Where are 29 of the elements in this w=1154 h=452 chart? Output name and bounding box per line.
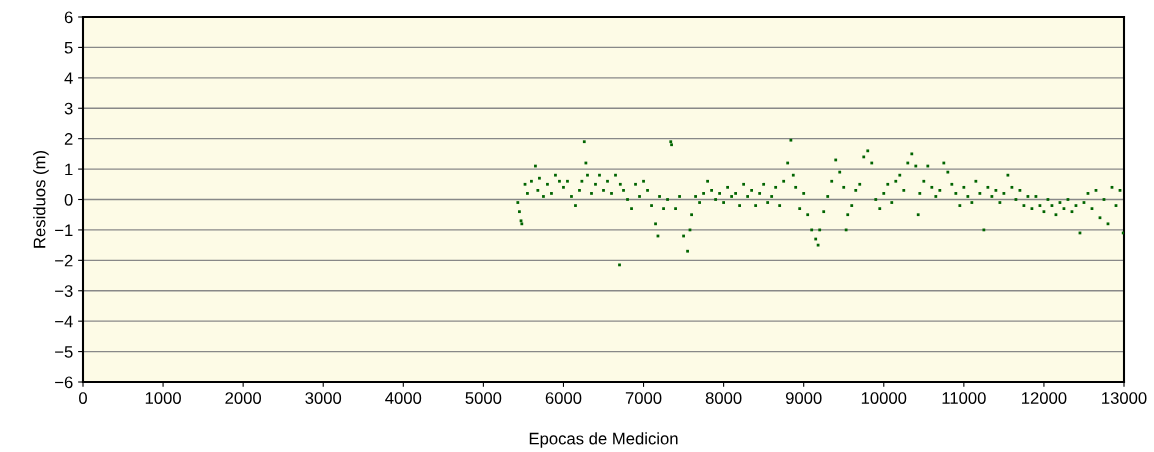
x-tick-label: 6000 <box>545 392 582 404</box>
x-tick-label: 7000 <box>625 392 662 404</box>
x-tick-label: 12000 <box>1022 392 1067 404</box>
x-tick-label: 13000 <box>1102 392 1147 404</box>
x-tick-label: 10000 <box>861 392 907 404</box>
y-tick-label: 3 <box>64 102 73 115</box>
y-tick-label: −3 <box>55 285 73 297</box>
x-tick-label: 2000 <box>225 392 262 404</box>
x-tick-label: 5000 <box>465 392 502 404</box>
y-tick-label: −4 <box>55 315 73 328</box>
x-tick-label: 4000 <box>385 392 422 404</box>
x-tick-label: 11000 <box>942 392 986 404</box>
x-tick-label: 8000 <box>705 392 742 404</box>
y-tick-label: 6 <box>64 11 73 24</box>
y-tick-label: −2 <box>55 254 73 267</box>
y-tick-label: −6 <box>55 376 73 389</box>
y-tick-label: 1 <box>65 163 73 176</box>
y-tick-label: −5 <box>55 346 73 358</box>
x-axis-title: Epocas de Medicion <box>529 432 678 448</box>
x-tick-label: 3000 <box>305 392 342 404</box>
y-axis-title: Residuos (m) <box>33 150 49 248</box>
x-tick-label: 1000 <box>145 392 181 404</box>
y-tick-label: −1 <box>55 224 73 236</box>
y-tick-label: 4 <box>64 72 73 84</box>
x-tick-label: 0 <box>79 392 87 404</box>
x-tick-label: 9000 <box>785 392 822 404</box>
y-tick-label: 5 <box>64 41 73 54</box>
y-tick-label: 2 <box>64 133 73 145</box>
y-tick-label: 0 <box>64 193 73 206</box>
